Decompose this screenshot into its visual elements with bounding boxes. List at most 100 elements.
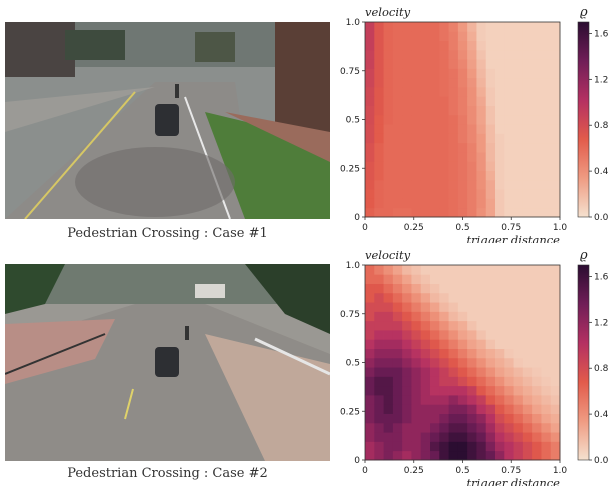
- heatmap-cell: [439, 385, 449, 396]
- heatmap-cell: [550, 422, 561, 433]
- heatmap-cell: [495, 339, 505, 349]
- heatmap-cell: [439, 339, 449, 349]
- heatmap-cell: [532, 432, 542, 442]
- heatmap-cell: [439, 292, 449, 303]
- heatmap-cell: [430, 49, 440, 60]
- heatmap-cell: [392, 189, 403, 199]
- caption-case-1: Pedestrian Crossing : Case #1: [67, 226, 268, 241]
- heatmap-cell: [532, 422, 542, 433]
- heatmap-cell: [541, 49, 552, 60]
- heatmap-cell: [365, 124, 375, 134]
- heatmap-cell: [365, 142, 375, 153]
- x-tick-label: 0.75: [501, 223, 521, 233]
- heatmap-cell: [457, 357, 468, 368]
- heatmap-cell: [532, 77, 542, 88]
- heatmap-cell: [420, 40, 431, 51]
- heatmap-cell: [392, 40, 403, 51]
- heatmap-cell: [467, 274, 477, 284]
- heatmap-cell: [541, 302, 552, 312]
- heatmap-cell: [513, 292, 524, 303]
- heatmap-cell: [430, 432, 440, 442]
- heatmap-cell: [550, 22, 561, 32]
- y-tick-label: 0.25: [340, 407, 360, 417]
- heatmap-cell: [513, 40, 524, 51]
- heatmap-cell: [365, 114, 375, 125]
- heatmap-cell: [513, 105, 524, 116]
- heatmap-cell: [430, 87, 440, 97]
- heatmap-cell: [411, 68, 422, 79]
- heatmap-cell: [439, 142, 449, 153]
- heatmap-cell: [448, 77, 459, 88]
- heatmap-cell: [513, 330, 524, 340]
- heatmap-cell: [374, 311, 384, 322]
- heatmap-cell: [365, 265, 375, 275]
- heatmap-cell: [485, 105, 496, 116]
- heatmap-svg-case-1: 0 0.25 0.5 0.75 1.0 0 0.25 0.5 0.75 1.0 velocity tr…: [340, 5, 609, 243]
- heatmap-cell: [365, 376, 375, 387]
- heatmap-cell: [550, 395, 561, 405]
- heatmap-cell: [439, 432, 449, 442]
- heatmap-cell: [541, 59, 552, 69]
- heatmap-cell: [420, 274, 431, 284]
- heatmap-cell: [495, 179, 505, 190]
- heatmap-cell: [383, 189, 394, 199]
- heatmap-cell: [457, 59, 468, 69]
- heatmap-cell: [365, 348, 375, 359]
- heatmap-cell: [532, 152, 542, 162]
- heatmap-cell: [485, 96, 496, 106]
- heatmap-cell: [439, 348, 449, 359]
- heatmap-cell: [467, 450, 477, 461]
- heatmap-cell: [485, 142, 496, 153]
- heatmap-cell: [541, 404, 552, 414]
- heatmap-cell: [448, 395, 459, 405]
- heatmap-cell: [522, 96, 533, 106]
- heatmap-cell: [365, 283, 375, 294]
- heatmap-cell: [476, 385, 487, 396]
- heatmap-cell: [476, 198, 487, 209]
- heatmap-cell: [504, 339, 514, 349]
- heatmap-cell: [392, 142, 403, 153]
- colorbar-tick-label: 0.0: [594, 456, 609, 466]
- heatmap-cell: [550, 413, 561, 424]
- heatmap-cell: [365, 87, 375, 97]
- heatmap-cell: [550, 114, 561, 125]
- heatmap-cell: [374, 59, 384, 69]
- heatmap-cell: [495, 31, 505, 41]
- heatmap-cell: [420, 320, 431, 331]
- heatmap-cell: [457, 404, 468, 414]
- heatmap-cell: [457, 450, 468, 461]
- heatmap-cell: [532, 142, 542, 153]
- colorbar-tick-label: 0.4: [594, 167, 609, 177]
- heatmap-cell: [550, 49, 561, 60]
- heatmap-cell: [467, 395, 477, 405]
- heatmap-cell: [467, 367, 477, 377]
- heatmap-cell: [495, 376, 505, 387]
- heatmap-cell: [467, 198, 477, 209]
- heatmap-cell: [374, 432, 384, 442]
- colorbar-tick-label: 0.8: [594, 121, 609, 131]
- heatmap-cell: [513, 124, 524, 134]
- heatmap-cell: [402, 142, 412, 153]
- heatmap-cell: [532, 59, 542, 69]
- heatmap-cell: [392, 22, 403, 32]
- heatmap-cell: [495, 450, 505, 461]
- heatmap-cell: [439, 198, 449, 209]
- heatmap-cell: [430, 283, 440, 294]
- heatmap-cell: [532, 311, 542, 322]
- heatmap-cell: [513, 189, 524, 199]
- heatmap-cell: [550, 170, 561, 181]
- heatmap-cell: [420, 302, 431, 312]
- heatmap-cell: [495, 320, 505, 331]
- heatmap-cell: [504, 87, 514, 97]
- heatmap-cell: [374, 292, 384, 303]
- heatmap-cell: [522, 68, 533, 79]
- heatmap-cell: [476, 283, 487, 294]
- heatmap-cell: [430, 302, 440, 312]
- heatmap-cell: [522, 441, 533, 452]
- heatmap-cell: [541, 31, 552, 41]
- heatmap-cell: [374, 441, 384, 452]
- heatmap-cell: [550, 330, 561, 340]
- heatmap-cell: [522, 189, 533, 199]
- heatmap-cell: [420, 133, 431, 144]
- heatmap-cell: [522, 376, 533, 387]
